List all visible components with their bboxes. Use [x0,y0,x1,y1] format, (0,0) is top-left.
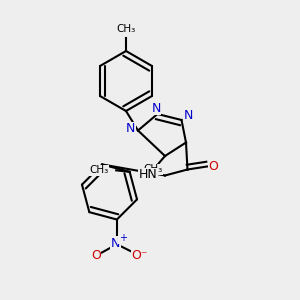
Text: N: N [183,109,193,122]
Text: N: N [111,237,120,250]
Text: O⁻: O⁻ [131,249,148,262]
Text: O: O [209,160,218,173]
Text: CH₃: CH₃ [116,25,136,34]
Text: CH₃: CH₃ [143,164,163,175]
Text: N: N [151,101,161,115]
Text: CH₃: CH₃ [89,165,109,175]
Text: N: N [126,122,135,136]
Text: O: O [91,249,101,262]
Text: HN: HN [139,168,158,182]
Text: +: + [119,233,127,243]
